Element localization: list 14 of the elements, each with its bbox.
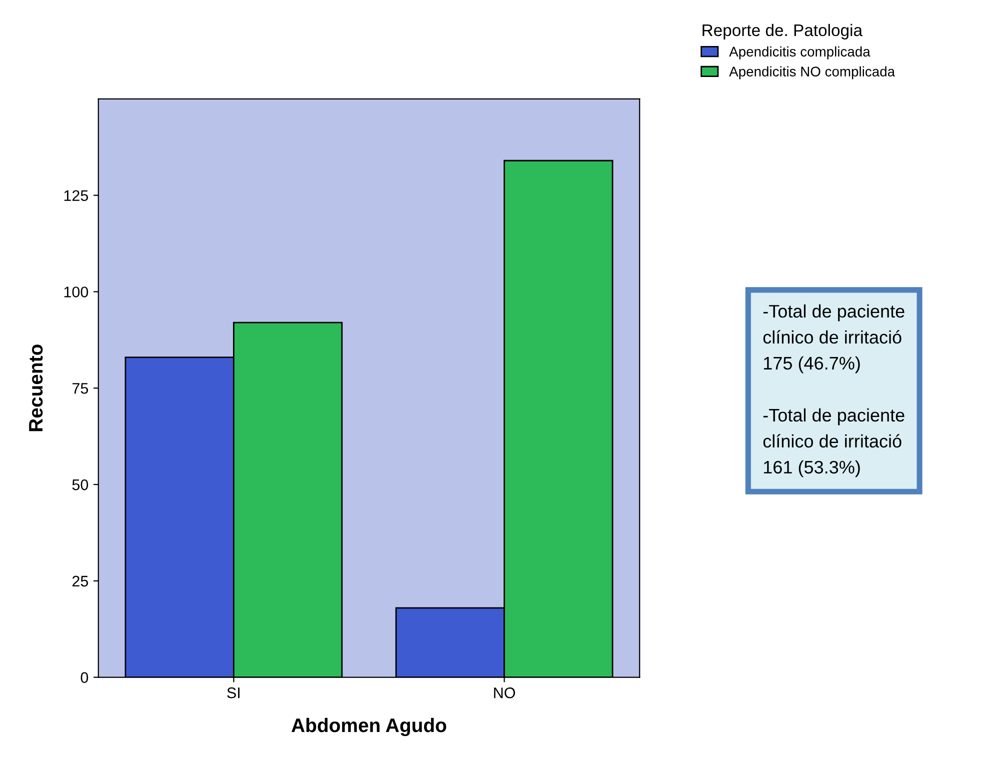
y-tick-label: 125	[64, 190, 88, 202]
y-tick-label: 75	[72, 383, 88, 394]
y-tick-label: 25	[72, 576, 88, 587]
y-tick-label: 50	[72, 479, 88, 490]
y-tick-label: 100	[64, 286, 88, 298]
y-tick-label: 0	[80, 672, 88, 683]
legend-label: Apendicitis NO complicada	[729, 66, 896, 80]
x-tick-label: SI	[227, 687, 240, 698]
x-axis-title: Abdomen Agudo	[292, 718, 446, 736]
legend-title: Reporte de. Patologia	[702, 24, 863, 40]
text: -Total de paciente clínico de irritació 175 (46.7%) -Total de paciente clínico de irritació 161 (53.3%)	[763, 304, 904, 478]
x-tick-label: NO	[494, 687, 516, 698]
legend-label: Apendicitis complicada	[729, 46, 870, 60]
y-axis-title: Recuento	[29, 344, 43, 432]
